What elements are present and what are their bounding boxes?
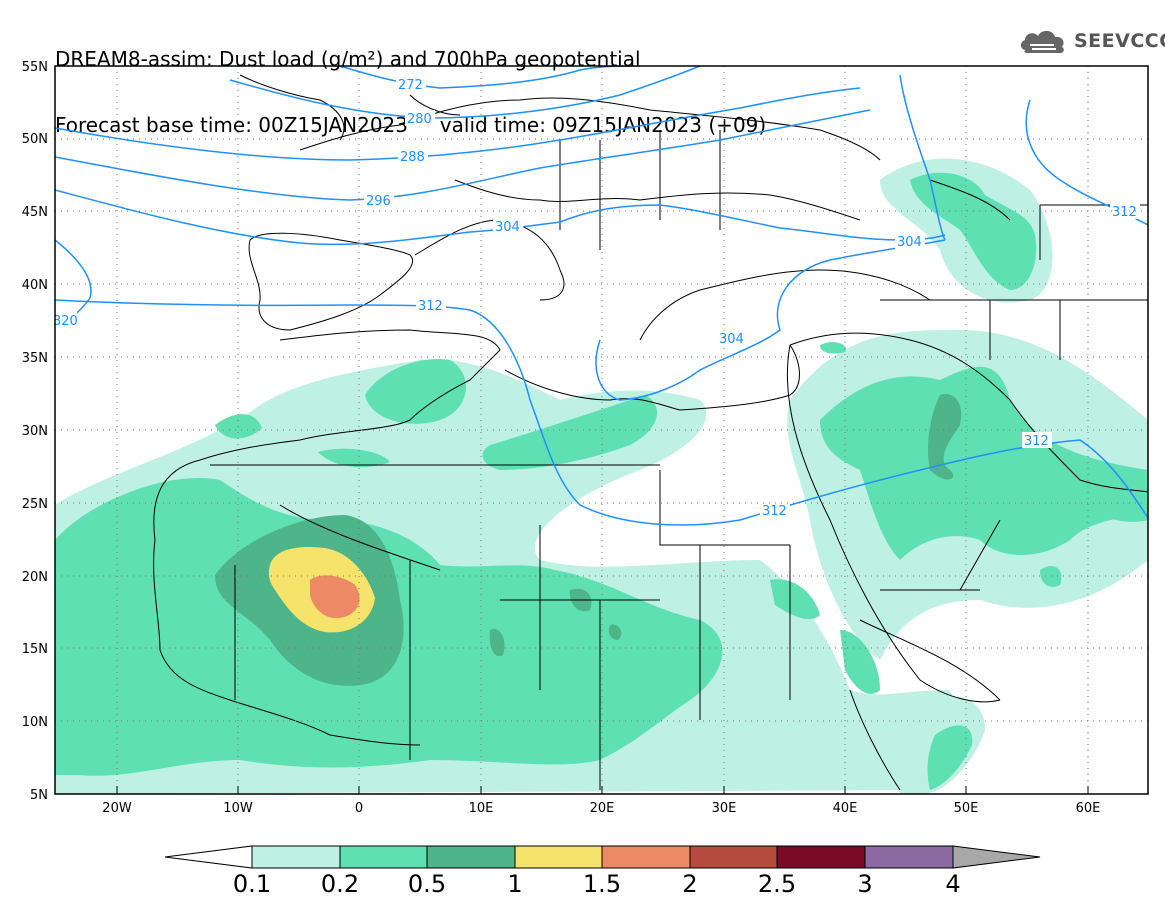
- lat-label: 50N: [22, 132, 48, 147]
- contour-label: 304: [495, 220, 520, 235]
- lat-label: 45N: [22, 205, 48, 220]
- lat-label: 30N: [22, 424, 48, 439]
- lat-label: 15N: [22, 642, 48, 657]
- gridlines: [55, 66, 1148, 794]
- lon-label: 10W: [223, 801, 253, 816]
- colorbar-swatch: [251, 845, 341, 869]
- seevccc-logo: SEEVCCC: [1018, 26, 1165, 56]
- lat-label: 5N: [30, 788, 48, 803]
- contour-label: 312: [1024, 434, 1049, 449]
- colorbar-swatch: [864, 845, 954, 869]
- colorbar-swatch: [689, 845, 778, 869]
- lon-label: 60E: [1076, 801, 1101, 816]
- logo-text: SEEVCCC: [1074, 30, 1165, 52]
- lat-label: 10N: [22, 715, 48, 730]
- contour-label: 304: [897, 235, 922, 250]
- contour-label: 296: [366, 194, 391, 209]
- colorbar-label: 0.5: [407, 870, 447, 898]
- valid-time: valid time: 09Z15JAN2023 (+09): [439, 113, 767, 137]
- contour-label: 312: [762, 504, 787, 519]
- dust-load-field: [55, 158, 1148, 794]
- colorbar-label: 0.2: [320, 870, 360, 898]
- lon-label: 10E: [469, 801, 494, 816]
- colorbar-min-arrow: [164, 845, 253, 869]
- colorbar-label: 1: [507, 870, 523, 898]
- colorbar-swatch: [776, 845, 866, 869]
- contour-label: 312: [1112, 205, 1137, 220]
- title-line-2: Forecast base time: 00Z15JAN2023 valid t…: [55, 114, 766, 136]
- lon-label: 0: [355, 801, 363, 816]
- colorbar: [164, 845, 1041, 869]
- map-title: DREAM8-assim: Dust load (g/m²) and 700hP…: [55, 4, 766, 158]
- colorbar-label: 1.5: [582, 870, 622, 898]
- colorbar-swatch: [426, 845, 516, 869]
- lon-label: 50E: [954, 801, 979, 816]
- contour-label: 280: [407, 112, 432, 127]
- colorbar-swatch: [514, 845, 603, 869]
- colorbar-max-arrow: [952, 845, 1041, 869]
- lon-label: 40E: [833, 801, 858, 816]
- dust-level-1-5: [310, 575, 360, 619]
- contour-label: 304: [719, 332, 744, 347]
- colorbar-swatch: [601, 845, 691, 869]
- lat-label: 20N: [22, 570, 48, 585]
- lat-label: 25N: [22, 497, 48, 512]
- contour-label: 320: [53, 314, 78, 329]
- lon-label: 20W: [102, 801, 132, 816]
- contour-label: 288: [400, 150, 425, 165]
- cloud-icon: [1020, 30, 1064, 54]
- longitude-labels: 20W 10W 0 10E 20E 30E 40E 50E 60E: [102, 801, 1100, 816]
- colorbar-label: 4: [945, 870, 961, 898]
- lon-label: 20E: [590, 801, 615, 816]
- colorbar-label: 3: [857, 870, 873, 898]
- contour-label: 272: [398, 78, 423, 93]
- lat-label: 55N: [22, 60, 48, 75]
- colorbar-label: 2.5: [757, 870, 797, 898]
- lat-label: 40N: [22, 278, 48, 293]
- base-time: Forecast base time: 00Z15JAN2023: [55, 113, 408, 137]
- latitude-labels: 55N 50N 45N 40N 35N 30N 25N 20N 15N 10N …: [22, 60, 48, 803]
- colorbar-label: 2: [682, 870, 698, 898]
- contour-label: 312: [418, 299, 443, 314]
- axis-ticks: [116, 786, 1089, 794]
- lat-label: 35N: [22, 351, 48, 366]
- title-line-1: DREAM8-assim: Dust load (g/m²) and 700hP…: [55, 47, 641, 71]
- coastlines-borders: [153, 74, 1148, 791]
- colorbar-label: 0.1: [232, 870, 272, 898]
- contour-labels: 272 280 288 296 304 312 320 304 304 312 …: [53, 76, 1140, 519]
- lon-label: 30E: [712, 801, 737, 816]
- colorbar-swatch: [339, 845, 428, 869]
